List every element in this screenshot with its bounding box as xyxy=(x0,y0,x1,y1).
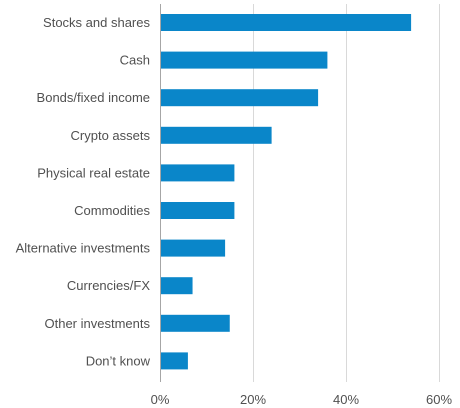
bar-6 xyxy=(160,202,235,219)
category-label: Cash xyxy=(120,53,150,68)
category-label: Bonds/fixed income xyxy=(37,90,150,105)
category-labels: Stocks and shares Cash Bonds/fixed income C… xyxy=(16,15,151,368)
category-label: Other investments xyxy=(45,316,151,331)
bar-2 xyxy=(160,51,328,69)
category-label: Stocks and shares xyxy=(43,15,150,30)
category-label: Alternative investments xyxy=(16,241,151,256)
category-label: Physical real estate xyxy=(37,165,150,180)
category-label: Currencies/FX xyxy=(67,278,150,293)
bar-3 xyxy=(160,89,319,107)
x-tick-label: 40% xyxy=(333,392,359,407)
x-tick-label: 0% xyxy=(151,392,170,407)
x-tick-label: 20% xyxy=(240,392,266,407)
x-tick-labels: 0% 20% 40% 60% xyxy=(151,392,453,407)
bar-1 xyxy=(160,14,412,31)
bar-9 xyxy=(160,314,230,332)
category-label: Crypto assets xyxy=(71,128,151,143)
bar-4 xyxy=(160,126,272,144)
x-tick-label: 60% xyxy=(426,392,452,407)
bar-5 xyxy=(160,164,235,182)
bar-7 xyxy=(160,239,226,257)
bars xyxy=(160,14,412,370)
category-label: Commodities xyxy=(74,203,150,218)
bar-8 xyxy=(160,277,193,295)
bar-10 xyxy=(160,352,188,370)
category-label: Don’t know xyxy=(86,353,151,368)
